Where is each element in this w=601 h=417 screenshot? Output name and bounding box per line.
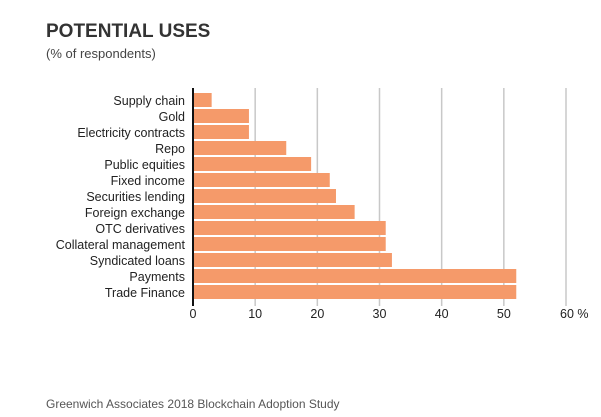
- bar: [193, 141, 287, 155]
- bar: [193, 93, 212, 107]
- x-tick-label: 30: [373, 307, 387, 321]
- category-label: Foreign exchange: [85, 206, 185, 220]
- category-label: Fixed income: [111, 174, 185, 188]
- bar: [193, 237, 386, 251]
- category-label: Securities lending: [86, 190, 185, 204]
- x-tick-label: 40: [435, 307, 449, 321]
- x-tick-label: 10: [248, 307, 262, 321]
- bar: [193, 125, 249, 139]
- bar: [193, 157, 312, 171]
- category-label: OTC derivatives: [95, 222, 185, 236]
- bar: [193, 189, 336, 203]
- bar: [193, 285, 517, 299]
- x-tick-label: 0: [190, 307, 197, 321]
- x-tick-label: 50: [497, 307, 511, 321]
- category-label: Gold: [159, 110, 185, 124]
- bar: [193, 205, 355, 219]
- source-note: Greenwich Associates 2018 Blockchain Ado…: [46, 397, 340, 411]
- x-tick-label: 60 %: [560, 307, 589, 321]
- category-label: Supply chain: [113, 94, 185, 108]
- bar: [193, 173, 330, 187]
- chart-subtitle: (% of respondents): [46, 46, 156, 61]
- bar: [193, 109, 249, 123]
- bar: [193, 269, 517, 283]
- category-label: Public equities: [104, 158, 185, 172]
- category-label: Trade Finance: [105, 286, 185, 300]
- bar: [193, 221, 386, 235]
- category-label: Payments: [129, 270, 185, 284]
- chart-title: POTENTIAL USES: [46, 21, 211, 42]
- category-label: Collateral management: [56, 238, 186, 252]
- category-label: Repo: [155, 142, 185, 156]
- category-label: Syndicated loans: [90, 254, 185, 268]
- category-label: Electricity contracts: [77, 126, 185, 140]
- bar: [193, 253, 392, 267]
- x-tick-label: 20: [310, 307, 324, 321]
